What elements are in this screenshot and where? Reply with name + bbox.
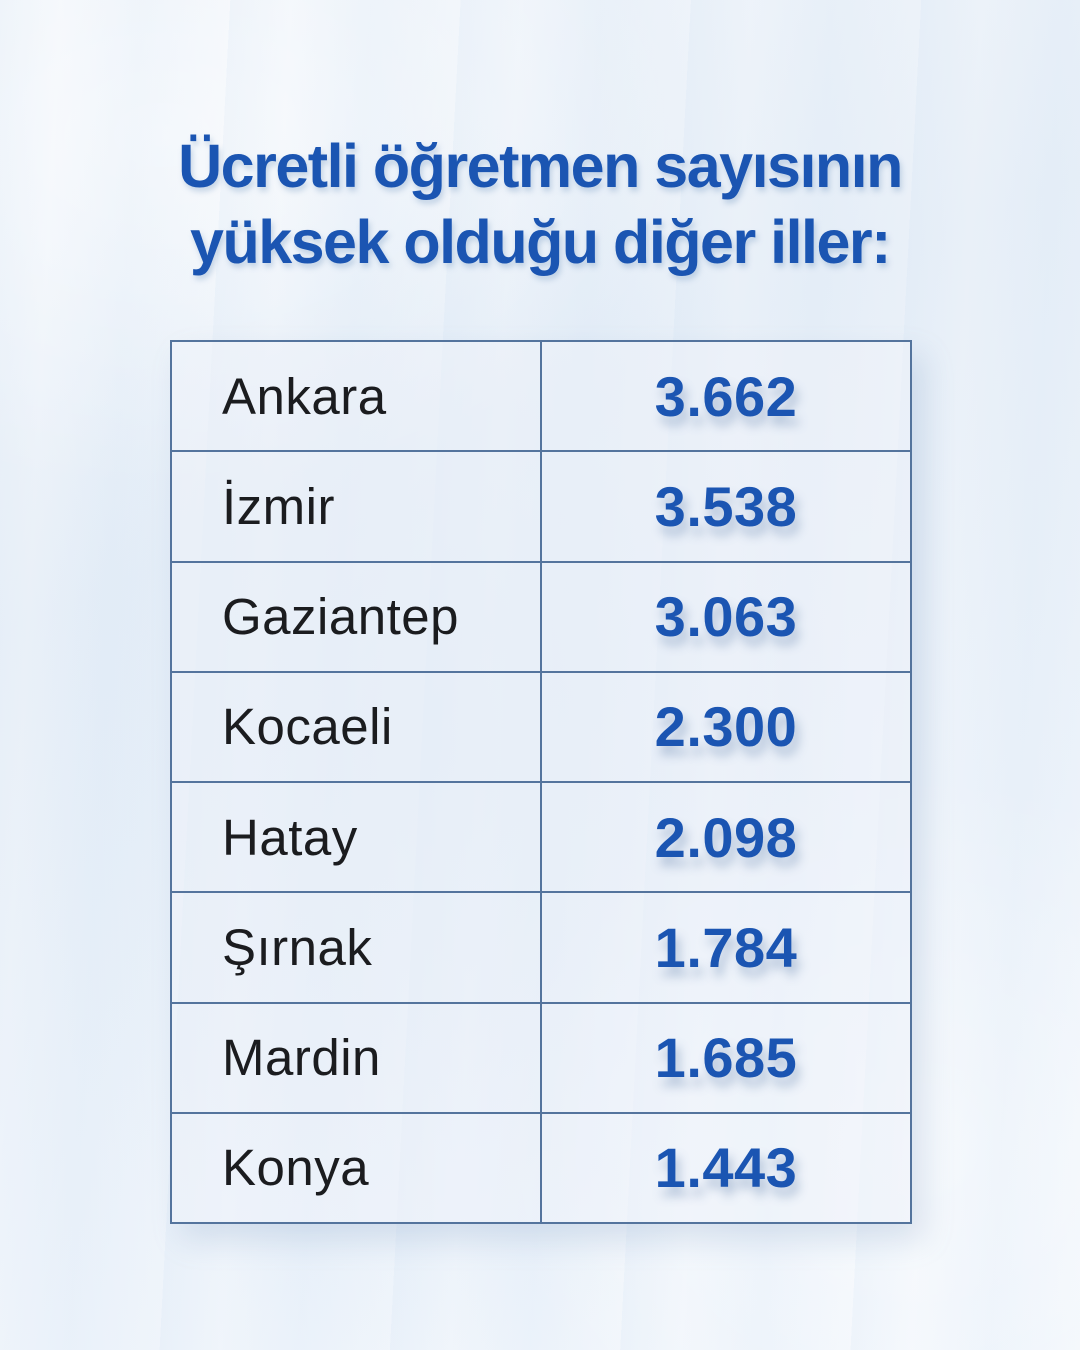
value-cell: 3.662 bbox=[654, 364, 798, 428]
province-cell: Ankara bbox=[172, 342, 542, 451]
value-cell: 2.098 bbox=[654, 805, 798, 869]
province-cell: Mardin bbox=[172, 1003, 542, 1112]
province-cell: Kocaeli bbox=[172, 672, 542, 781]
province-cell: İzmir bbox=[172, 452, 542, 561]
table-row: Mardin 1.685 bbox=[172, 1001, 910, 1112]
table-row: Hatay 2.098 bbox=[172, 781, 910, 892]
page-title: Ücretli öğretmen sayısının yüksek olduğu… bbox=[0, 128, 1080, 280]
value-cell: 1.443 bbox=[654, 1136, 798, 1200]
table-row: Şırnak 1.784 bbox=[172, 891, 910, 1002]
province-cell: Konya bbox=[172, 1113, 542, 1222]
province-cell: Gaziantep bbox=[172, 562, 542, 671]
province-cell: Şırnak bbox=[172, 893, 542, 1002]
table-row: Konya 1.443 bbox=[172, 1111, 910, 1222]
value-cell: 3.063 bbox=[654, 585, 798, 649]
page-title-line1: Ücretli öğretmen sayısının bbox=[178, 132, 903, 200]
table-row: Gaziantep 3.063 bbox=[172, 560, 910, 671]
table-row: Kocaeli 2.300 bbox=[172, 670, 910, 781]
province-table: Ankara 3.662 İzmir 3.538 Gaziantep 3.063… bbox=[170, 340, 912, 1224]
table-row: İzmir 3.538 bbox=[172, 450, 910, 561]
value-cell: 1.784 bbox=[654, 915, 798, 979]
value-cell: 1.685 bbox=[654, 1026, 798, 1090]
value-cell: 2.300 bbox=[654, 695, 798, 759]
value-cell: 3.538 bbox=[654, 474, 798, 538]
table-row: Ankara 3.662 bbox=[172, 342, 910, 451]
page-title-line2: yüksek olduğu diğer iller: bbox=[190, 208, 891, 276]
province-cell: Hatay bbox=[172, 783, 542, 892]
